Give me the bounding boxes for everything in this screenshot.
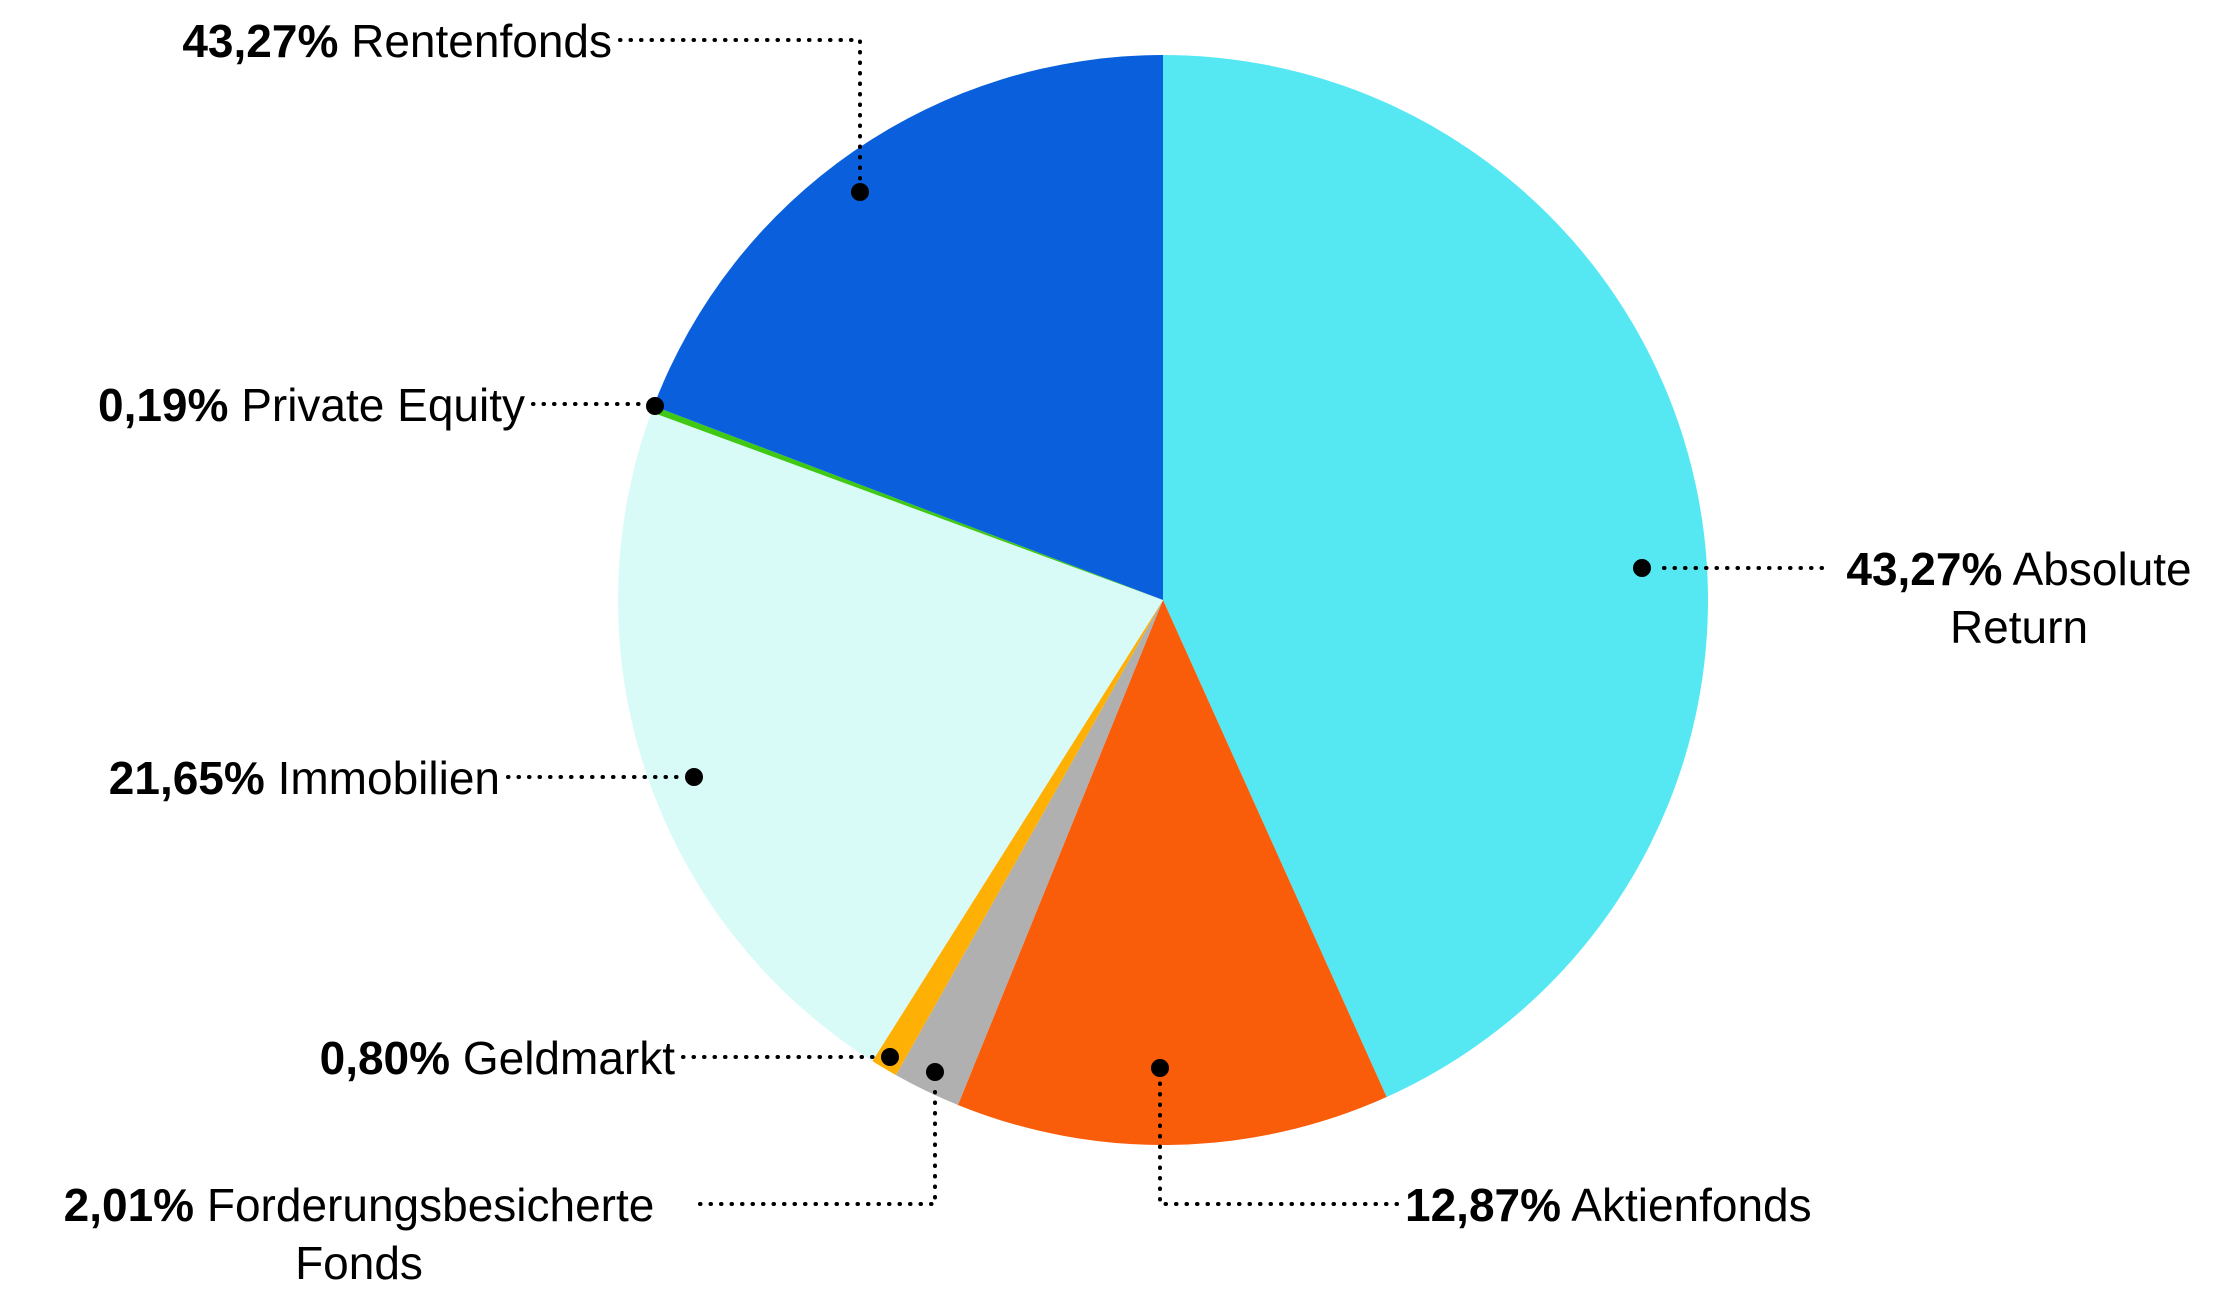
callout-label-private-equity: 0,19% Private Equity xyxy=(40,376,525,434)
pie-slice-aktienfonds xyxy=(957,600,1387,1146)
callout-dot-forderungsbesicherte-fonds xyxy=(926,1063,944,1081)
callout-dot-aktienfonds xyxy=(1151,1059,1169,1077)
slice-percent-rentenfonds: 43,27% xyxy=(182,15,339,67)
callout-dot-immobilien xyxy=(685,768,703,786)
slice-percent-immobilien: 21,65% xyxy=(108,752,265,804)
callout-label-absolute-return: 43,27% Absolute Return xyxy=(1828,540,2210,656)
callout-dot-geldmarkt xyxy=(881,1048,899,1066)
pie-slice-absolute-return xyxy=(1163,55,1709,1097)
slice-percent-geldmarkt: 0,80% xyxy=(319,1032,451,1084)
callout-dot-rentenfonds xyxy=(851,183,869,201)
slice-name-immobilien: Immobilien xyxy=(277,752,500,804)
slice-percent-aktienfonds: 12,87% xyxy=(1405,1179,1562,1231)
pie-slice-forderungsbesicherte-fonds xyxy=(895,600,1163,1105)
slice-name-forderungsbesicherte-fonds: Forderungsbesicherte Fonds xyxy=(206,1179,655,1289)
pie-slice-private-equity xyxy=(651,406,1163,600)
pie-slices xyxy=(618,55,1709,1146)
callout-label-immobilien: 21,65% Immobilien xyxy=(40,749,500,807)
callout-label-rentenfonds: 43,27% Rentenfonds xyxy=(100,12,612,70)
slice-name-absolute-return: Absolute Return xyxy=(1949,543,2192,653)
slice-percent-absolute-return: 43,27% xyxy=(1846,543,2003,595)
slice-percent-private-equity: 0,19% xyxy=(97,379,229,431)
callout-label-forderungsbesicherte-fonds: 2,01% Forderungsbesicherte Fonds xyxy=(28,1176,690,1292)
callout-dot-absolute-return xyxy=(1633,559,1651,577)
callout-line-rentenfonds xyxy=(618,38,862,182)
callout-leader-lines xyxy=(506,38,1824,1206)
callout-label-geldmarkt: 0,80% Geldmarkt xyxy=(255,1029,675,1087)
slice-name-rentenfonds: Rentenfonds xyxy=(351,15,612,67)
pie-slice-immobilien xyxy=(618,412,1163,1062)
callout-label-aktienfonds: 12,87% Aktienfonds xyxy=(1405,1176,1812,1234)
pie-slice-geldmarkt xyxy=(872,600,1163,1076)
slice-name-geldmarkt: Geldmarkt xyxy=(462,1032,675,1084)
slice-name-aktienfonds: Aktienfonds xyxy=(1571,1179,1812,1231)
callout-line-forderungsbesicherte-fonds xyxy=(698,1084,937,1206)
pie-slice-rentenfonds xyxy=(653,55,1163,600)
slice-percent-forderungsbesicherte-fonds: 2,01% xyxy=(63,1179,195,1231)
callout-dot-private-equity xyxy=(646,397,664,415)
slice-name-private-equity: Private Equity xyxy=(241,379,525,431)
